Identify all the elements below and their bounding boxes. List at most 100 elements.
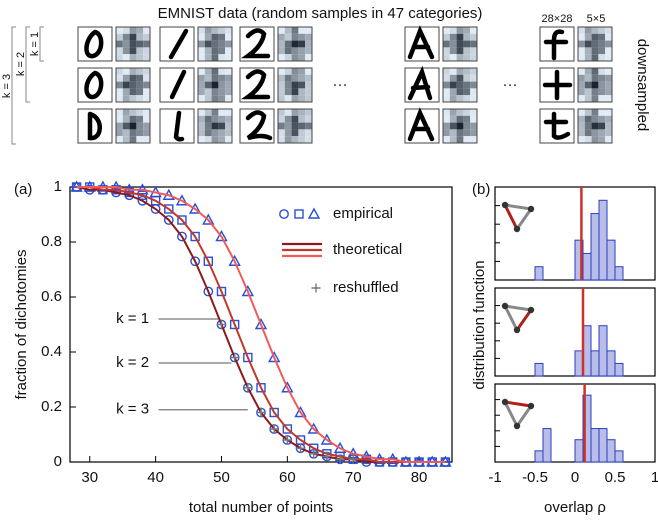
downsampled-pixel xyxy=(116,116,123,123)
downsampled-pixel xyxy=(130,47,137,54)
downsampled-pixel xyxy=(123,82,130,89)
downsampled-pixel xyxy=(123,27,130,34)
y-tick-label: 1 xyxy=(54,178,62,195)
downsampled-pixel xyxy=(130,82,137,89)
histogram-bar xyxy=(607,440,615,462)
downsampled-pixel xyxy=(116,95,123,102)
downsampled-pixel xyxy=(443,109,450,116)
downsampled-pixel xyxy=(298,68,305,75)
downsampled-pixel xyxy=(218,136,225,143)
downsampled-pixel xyxy=(450,88,457,95)
downsampled-pixel xyxy=(298,82,305,89)
histogram-bar xyxy=(615,363,623,376)
annotation: k = 1 xyxy=(116,310,149,327)
downsampled-pixel xyxy=(470,68,477,75)
downsampled-pixel xyxy=(285,41,292,48)
downsampled-pixel xyxy=(218,47,225,54)
downsampled-pixel xyxy=(212,82,219,89)
ellipsis: ··· xyxy=(503,76,518,93)
downsampled-pixel xyxy=(605,47,612,54)
downsampled-pixel xyxy=(463,116,470,123)
downsampled-pixel xyxy=(450,82,457,89)
downsampled-pixel xyxy=(205,68,212,75)
icon-edge xyxy=(505,205,531,209)
downsampled-pixel xyxy=(198,116,205,123)
downsampled-pixel xyxy=(298,88,305,95)
y-axis-label: fraction of dichotomies xyxy=(13,249,30,399)
downsampled-pixel xyxy=(457,47,464,54)
downsampled-pixel xyxy=(585,136,592,143)
downsampled-pixel xyxy=(605,136,612,143)
downsampled-pixel xyxy=(470,47,477,54)
downsampled-pixel xyxy=(116,54,123,61)
downsampled-pixel xyxy=(218,75,225,82)
downsampled-pixel xyxy=(285,88,292,95)
downsampled-pixel xyxy=(457,95,464,102)
downsampled-pixel xyxy=(463,136,470,143)
downsampled-pixel xyxy=(218,34,225,41)
downsampled-pixel xyxy=(198,123,205,130)
downsampled-pixel xyxy=(585,34,592,41)
downsampled-pixel xyxy=(305,109,312,116)
downsampled-pixel xyxy=(136,82,143,89)
downsampled-pixel xyxy=(130,109,137,116)
downsampled-pixel xyxy=(225,109,232,116)
downsampled-pixel xyxy=(443,75,450,82)
downsampled-pixel xyxy=(225,47,232,54)
downsampled-pixel xyxy=(198,129,205,136)
downsampled-pixel xyxy=(212,88,219,95)
downsampled-pixel xyxy=(450,34,457,41)
downsampled-pixel xyxy=(298,47,305,54)
downsampled-pixel xyxy=(463,82,470,89)
downsampled-pixel xyxy=(450,54,457,61)
icon-edge xyxy=(517,406,531,426)
downsampled-pixel xyxy=(123,109,130,116)
downsampled-pixel xyxy=(116,88,123,95)
legend-label: theoretical xyxy=(333,241,402,258)
downsampled-pixel xyxy=(443,88,450,95)
downsampled-pixel xyxy=(205,41,212,48)
downsampled-pixel xyxy=(205,54,212,61)
downsampled-pixel xyxy=(116,129,123,136)
downsampled-pixel xyxy=(205,129,212,136)
downsampled-pixel xyxy=(218,82,225,89)
downsampled-pixel xyxy=(305,34,312,41)
downsampled-pixel xyxy=(123,88,130,95)
downsampled-pixel xyxy=(285,75,292,82)
downsampled-pixel xyxy=(285,109,292,116)
downsampled-pixel xyxy=(305,47,312,54)
downsampled-pixel xyxy=(450,47,457,54)
downsampled-pixel xyxy=(598,54,605,61)
downsampled-pixel xyxy=(130,95,137,102)
downsampled-pixel xyxy=(116,123,123,130)
downsampled-pixel xyxy=(585,123,592,130)
downsampled-pixel xyxy=(198,34,205,41)
y-tick-label: 0.2 xyxy=(41,398,62,415)
downsampled-pixel xyxy=(136,109,143,116)
downsampled-pixel xyxy=(592,82,599,89)
downsampled-pixel xyxy=(585,82,592,89)
downsampled-pixel xyxy=(225,129,232,136)
panel-label: (b) xyxy=(472,181,490,198)
downsampled-pixel xyxy=(463,109,470,116)
downsampled-pixel xyxy=(592,109,599,116)
downsampled-pixel xyxy=(578,136,585,143)
downsampled-pixel xyxy=(443,129,450,136)
downsampled-pixel xyxy=(218,27,225,34)
downsampled-pixel xyxy=(136,95,143,102)
downsampled-pixel xyxy=(298,95,305,102)
downsampled-pixel xyxy=(218,68,225,75)
downsampled-pixel xyxy=(463,95,470,102)
downsampled-pixel xyxy=(585,129,592,136)
downsampled-pixel xyxy=(598,27,605,34)
downsampled-pixel xyxy=(123,116,130,123)
downsampled-pixel xyxy=(205,47,212,54)
downsampled-pixel xyxy=(212,68,219,75)
downsampled-pixel xyxy=(450,68,457,75)
icon-edge xyxy=(505,205,517,229)
downsampled-pixel xyxy=(585,27,592,34)
downsampled-pixel xyxy=(298,109,305,116)
downsampled-pixel xyxy=(578,54,585,61)
downsampled-pixel xyxy=(123,41,130,48)
downsampled-pixel xyxy=(578,34,585,41)
